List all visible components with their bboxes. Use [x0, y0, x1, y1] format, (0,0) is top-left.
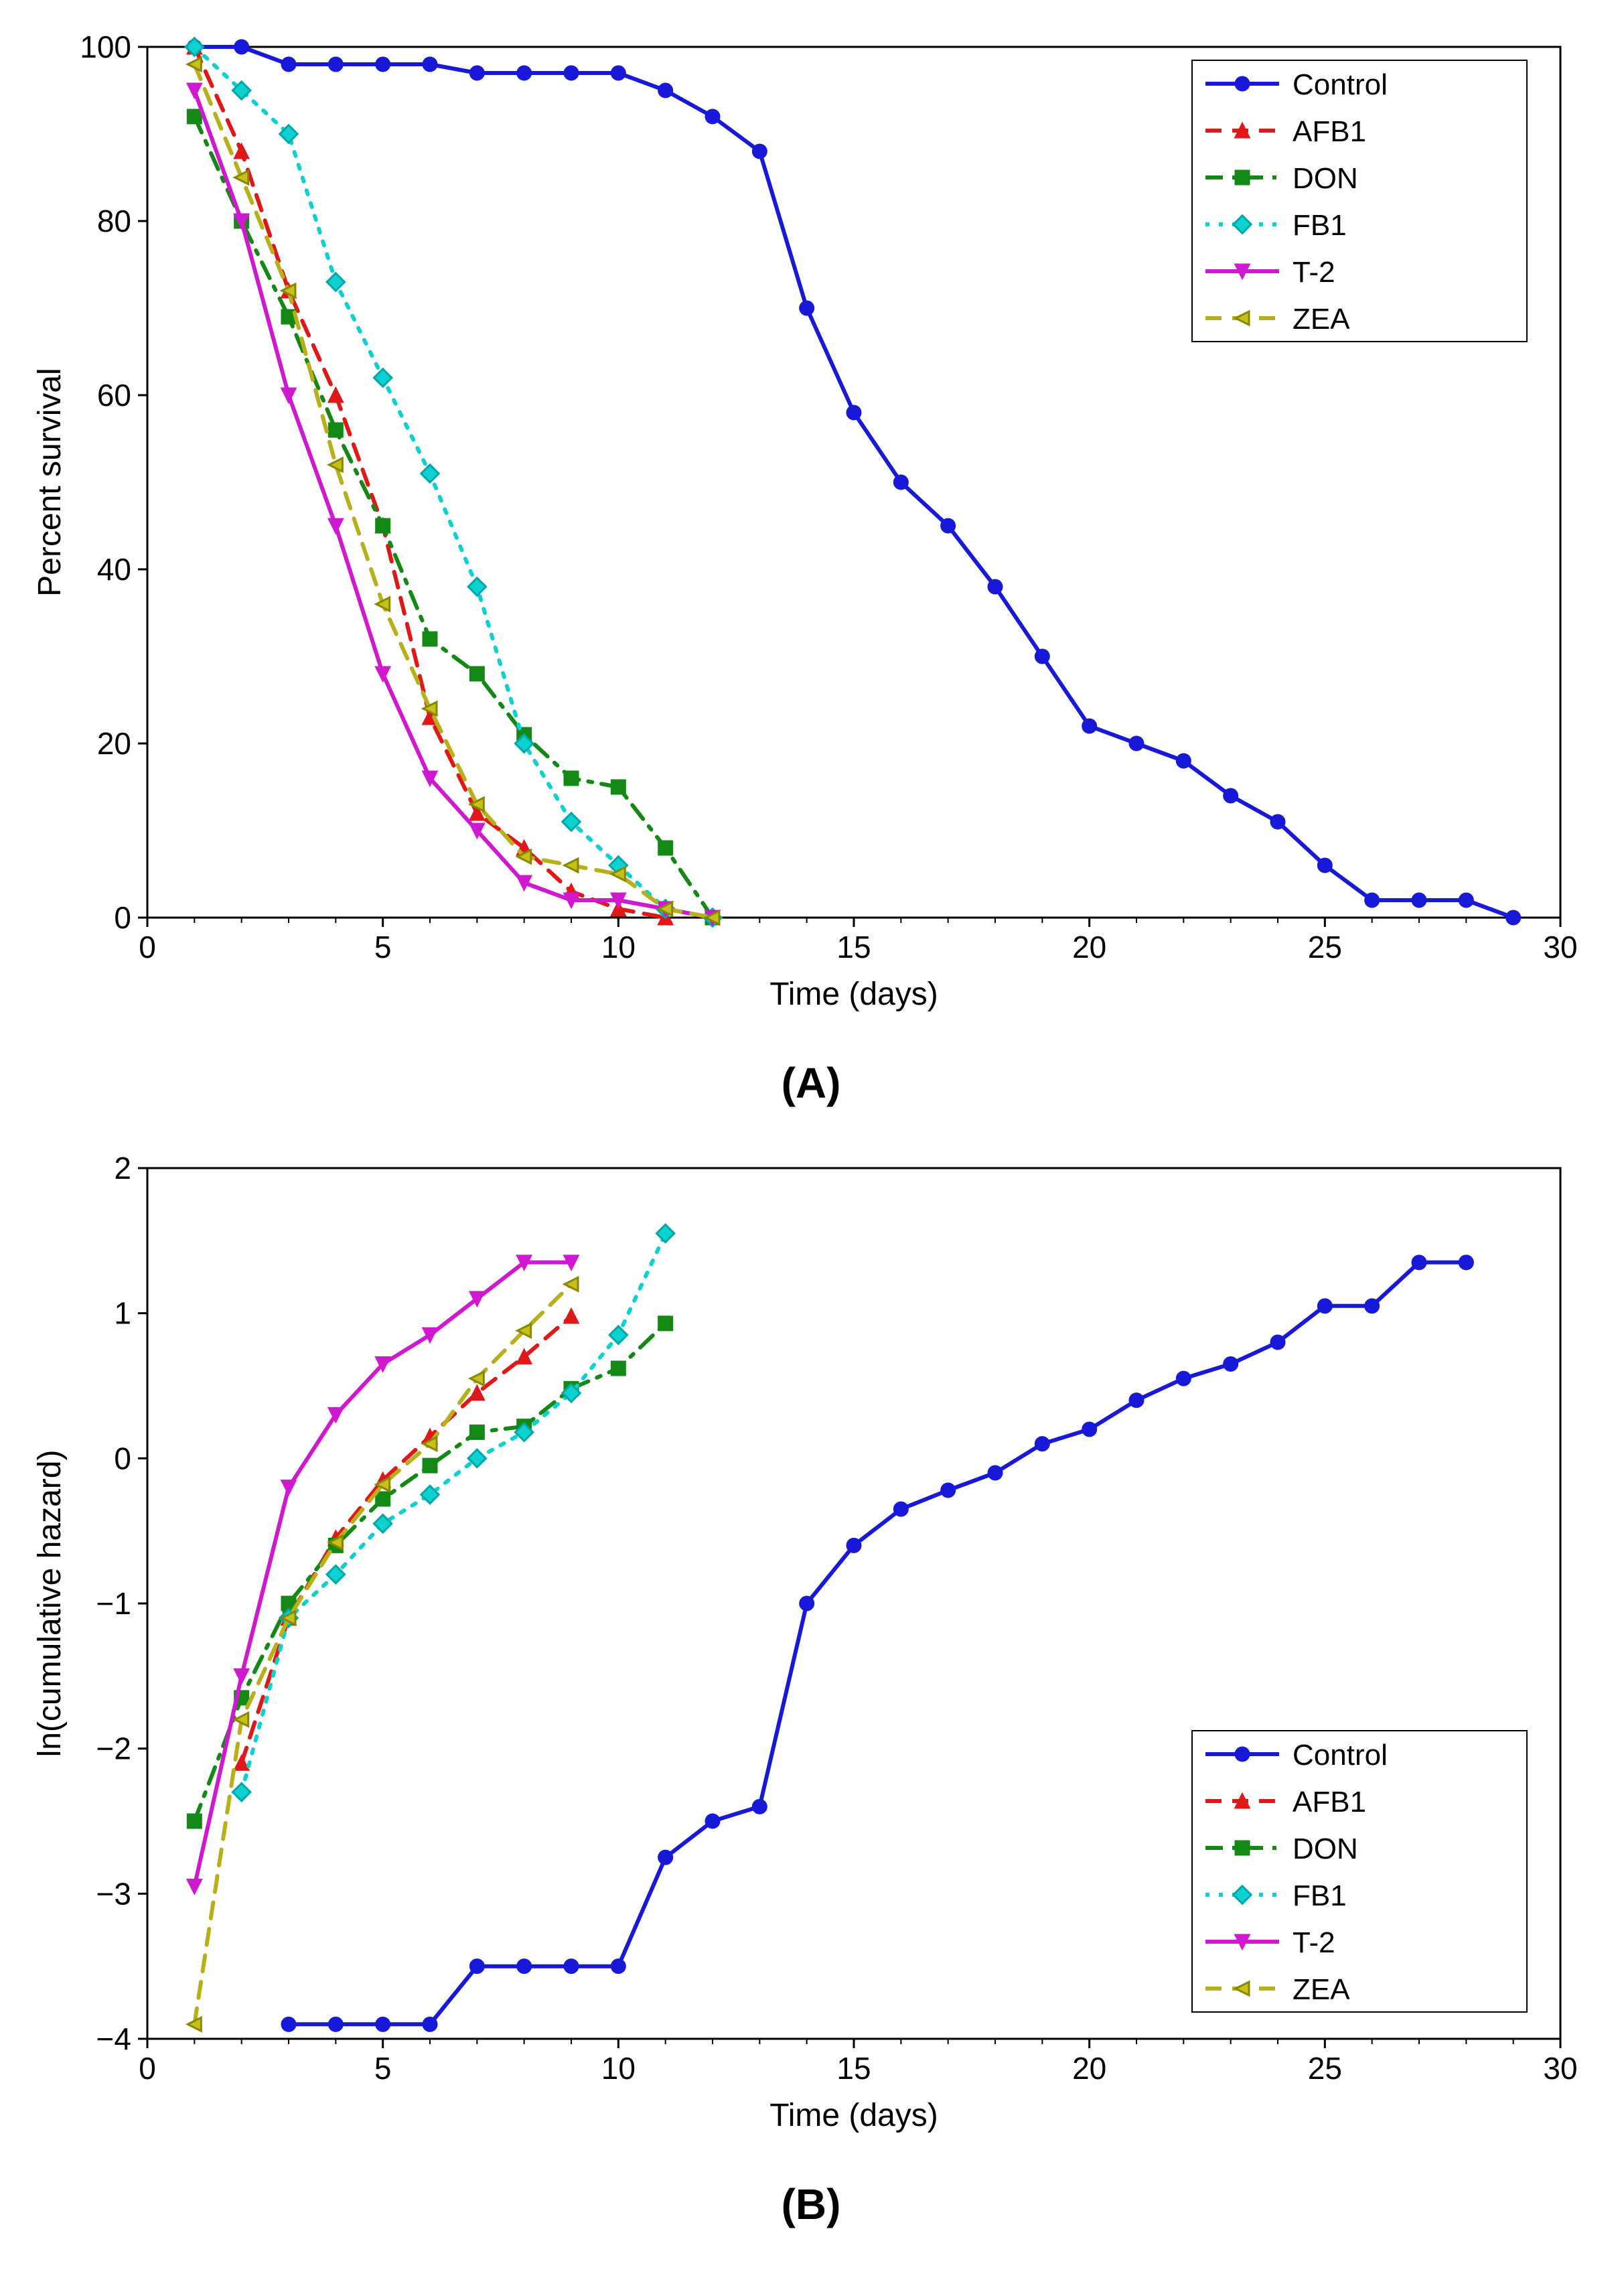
chart-svg: 0 5 10 15 20 25 30 0 20 40 60 80 100 Time (days) Perce…	[27, 27, 1595, 1045]
ytick-label: 40	[97, 552, 131, 587]
legend-label: DON	[1293, 162, 1358, 195]
legend-label: ZEA	[1293, 303, 1350, 336]
xtick-label: 30	[1543, 930, 1577, 964]
xlabel: Time (days)	[769, 977, 938, 1012]
xtick-label: 15	[836, 2051, 871, 2086]
xtick-label: 0	[139, 2051, 156, 2086]
ytick-label: −3	[96, 1876, 131, 1911]
legend-box	[1192, 60, 1527, 342]
ytick-label: 20	[97, 726, 131, 761]
xtick-label: 0	[139, 930, 156, 964]
xlabel: Time (days)	[769, 2098, 938, 2133]
panel-B: 0 5 10 15 20 25 30 −4 −3 −2 −1 0 1 2 Time (days) ln(cum…	[27, 1148, 1595, 2229]
ytick-label: 1	[114, 1296, 131, 1331]
legend-label: FB1	[1293, 209, 1347, 242]
ylabel: Percent survival	[32, 368, 68, 596]
legend-label: T-2	[1293, 1926, 1335, 1959]
xtick-label: 5	[374, 930, 392, 964]
panel-A: 0 5 10 15 20 25 30 0 20 40 60 80 100 Time (days) Perce…	[27, 27, 1595, 1108]
legend-label: FB1	[1293, 1879, 1347, 1912]
xtick-label: 15	[836, 930, 871, 964]
xtick-label: 25	[1308, 930, 1342, 964]
xtick-label: 30	[1543, 2051, 1577, 2086]
ytick-label: 60	[97, 378, 131, 413]
ytick-label: −2	[96, 1731, 131, 1766]
legend-label: DON	[1293, 1833, 1358, 1865]
legend-box	[1192, 1731, 1527, 2012]
chart-svg: 0 5 10 15 20 25 30 −4 −3 −2 −1 0 1 2 Time (days) ln(cum…	[27, 1148, 1595, 2166]
xtick-label: 25	[1308, 2051, 1342, 2086]
legend-label: AFB1	[1293, 115, 1366, 148]
xtick-label: 5	[374, 2051, 392, 2086]
ytick-label: −1	[96, 1586, 131, 1621]
legend-label: AFB1	[1293, 1786, 1366, 1818]
panel-label: (B)	[27, 2179, 1595, 2229]
ytick-label: 100	[80, 29, 131, 64]
legend-label: Control	[1293, 1739, 1388, 1772]
ytick-label: 0	[114, 1441, 131, 1476]
ytick-label: 80	[97, 204, 131, 238]
ylabel: ln(cumulative hazard)	[32, 1450, 68, 1757]
legend-label: Control	[1293, 68, 1388, 101]
ytick-label: 2	[114, 1151, 131, 1186]
ytick-label: 0	[114, 900, 131, 935]
ytick-label: −4	[96, 2021, 131, 2056]
xtick-label: 20	[1072, 2051, 1106, 2086]
legend-label: ZEA	[1293, 1973, 1350, 2006]
panel-label: (A)	[27, 1058, 1595, 1108]
xtick-label: 10	[601, 930, 636, 964]
xtick-label: 10	[601, 2051, 636, 2086]
legend-label: T-2	[1293, 256, 1335, 289]
xtick-label: 20	[1072, 930, 1106, 964]
